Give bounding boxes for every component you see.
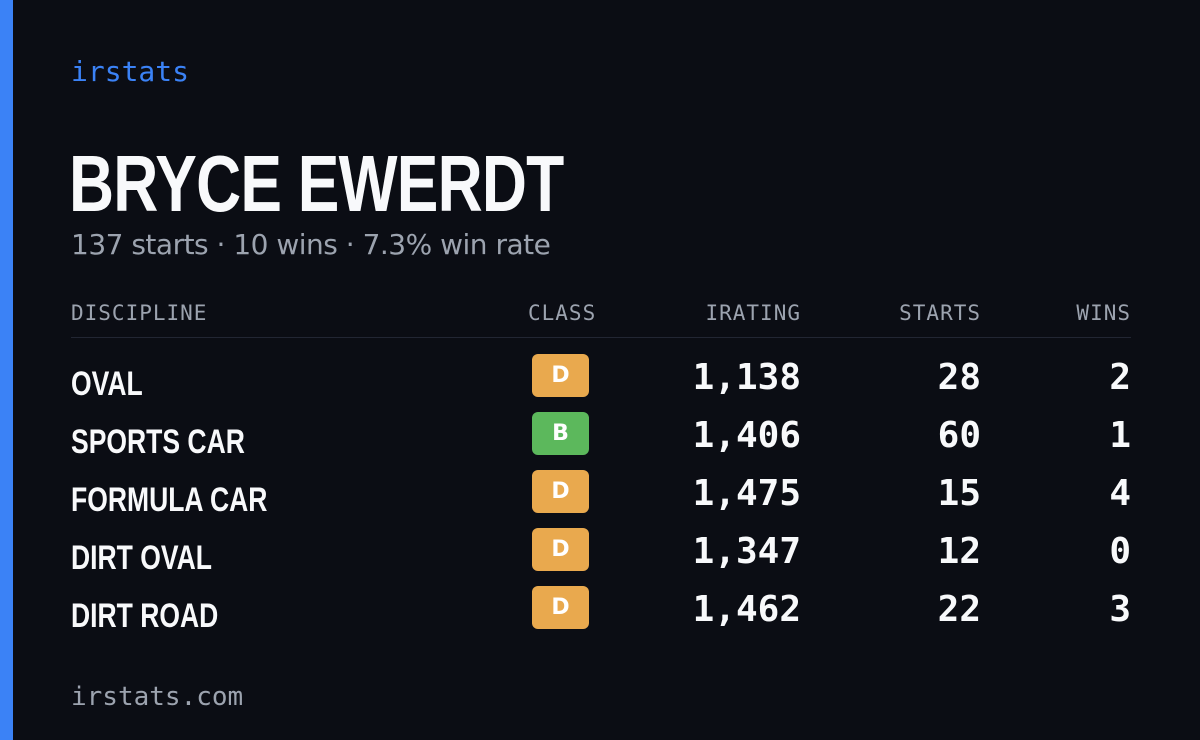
driver-name: BRYCE EWERDT — [69, 139, 564, 228]
discipline-name: FORMULA CAR — [71, 481, 268, 519]
irating-value: 1,406 — [692, 415, 801, 456]
wins-value: 2 — [1109, 357, 1131, 398]
wins-value: 0 — [1109, 531, 1131, 572]
irating-value: 1,475 — [692, 473, 801, 514]
wins-value: 4 — [1109, 473, 1131, 514]
discipline-name: DIRT ROAD — [71, 597, 219, 635]
class-badge: D — [532, 586, 589, 629]
starts-value: 60 — [937, 415, 981, 456]
starts-value: 15 — [937, 473, 981, 514]
driver-summary: 137 starts · 10 wins · 7.3% win rate — [71, 228, 551, 261]
header-discipline: DISCIPLINE — [71, 301, 208, 325]
footer-url: irstats.com — [71, 682, 244, 712]
class-badge: D — [532, 528, 589, 571]
class-badge: D — [532, 354, 589, 397]
header-starts: STARTS — [899, 301, 981, 325]
irating-value: 1,347 — [692, 531, 801, 572]
header-class: CLASS — [528, 301, 597, 325]
wins-value: 1 — [1109, 415, 1131, 456]
irating-value: 1,138 — [692, 357, 801, 398]
starts-value: 22 — [937, 589, 981, 630]
table-row: FORMULA CAR D 1,475 15 4 — [71, 468, 1131, 526]
discipline-name: OVAL — [71, 365, 143, 403]
starts-value: 12 — [937, 531, 981, 572]
brand-logo-text: irstats — [71, 55, 190, 88]
table-header: DISCIPLINE CLASS IRATING STARTS WINS — [71, 300, 1131, 338]
table-row: SPORTS CAR B 1,406 60 1 — [71, 410, 1131, 468]
header-wins: WINS — [1076, 301, 1131, 325]
starts-value: 28 — [937, 357, 981, 398]
accent-bar — [0, 0, 13, 740]
table-row: OVAL D 1,138 28 2 — [71, 352, 1131, 410]
header-irating: IRATING — [705, 301, 801, 325]
class-badge: D — [532, 470, 589, 513]
irating-value: 1,462 — [692, 589, 801, 630]
discipline-name: SPORTS CAR — [71, 423, 245, 461]
table-row: DIRT OVAL D 1,347 12 0 — [71, 526, 1131, 584]
discipline-table-body: OVAL D 1,138 28 2 SPORTS CAR B 1,406 60 … — [71, 352, 1131, 642]
discipline-name: DIRT OVAL — [71, 539, 212, 577]
table-row: DIRT ROAD D 1,462 22 3 — [71, 584, 1131, 642]
wins-value: 3 — [1109, 589, 1131, 630]
class-badge: B — [532, 412, 589, 455]
